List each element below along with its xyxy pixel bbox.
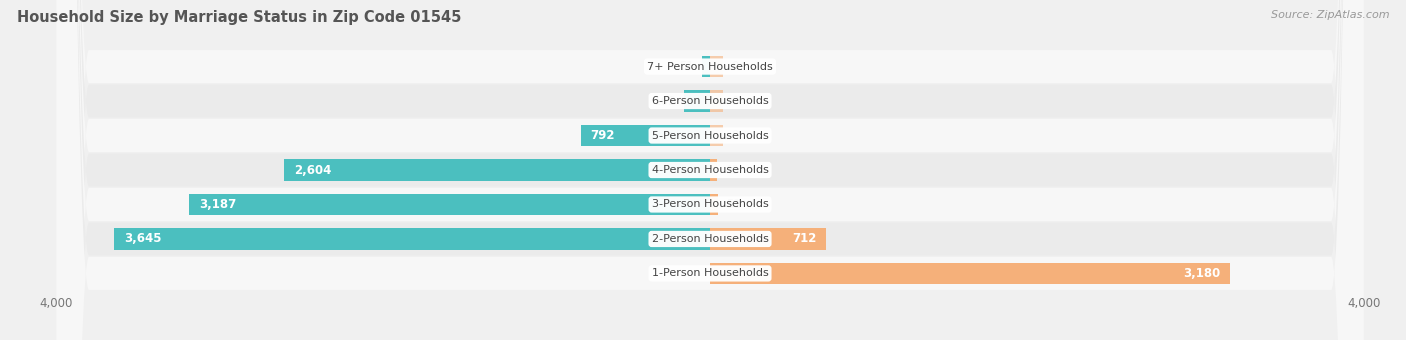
Text: 5-Person Households: 5-Person Households	[651, 131, 769, 140]
Bar	[581, 125, 710, 146]
Text: 51: 51	[679, 60, 693, 73]
Text: 0: 0	[731, 129, 738, 142]
FancyBboxPatch shape	[56, 0, 1364, 340]
Text: 7+ Person Households: 7+ Person Households	[647, 62, 773, 71]
Bar	[114, 228, 710, 250]
Bar	[710, 159, 717, 181]
FancyBboxPatch shape	[56, 0, 1364, 340]
FancyBboxPatch shape	[56, 0, 1364, 340]
Text: 2-Person Households: 2-Person Households	[651, 234, 769, 244]
Text: 3,180: 3,180	[1182, 267, 1220, 280]
Text: 51: 51	[727, 198, 741, 211]
Bar	[190, 194, 710, 215]
Text: 162: 162	[654, 95, 676, 107]
Bar	[683, 90, 710, 112]
Bar	[284, 159, 710, 181]
FancyBboxPatch shape	[56, 0, 1364, 340]
Text: 6-Person Households: 6-Person Households	[651, 96, 769, 106]
FancyBboxPatch shape	[56, 0, 1364, 340]
Bar	[710, 90, 723, 112]
Bar	[702, 56, 710, 77]
Legend: Family, Nonfamily: Family, Nonfamily	[633, 338, 787, 340]
Text: 1-Person Households: 1-Person Households	[651, 269, 769, 278]
Text: 3-Person Households: 3-Person Households	[651, 200, 769, 209]
Text: 3,645: 3,645	[124, 233, 162, 245]
FancyBboxPatch shape	[56, 0, 1364, 340]
Text: Household Size by Marriage Status in Zip Code 01545: Household Size by Marriage Status in Zip…	[17, 10, 461, 25]
Text: Source: ZipAtlas.com: Source: ZipAtlas.com	[1271, 10, 1389, 20]
Text: 712: 712	[792, 233, 817, 245]
Text: 0: 0	[731, 95, 738, 107]
Text: 40: 40	[724, 164, 740, 176]
Bar	[710, 125, 723, 146]
Bar	[710, 56, 723, 77]
FancyBboxPatch shape	[56, 0, 1364, 340]
Text: 792: 792	[591, 129, 614, 142]
Text: 2,604: 2,604	[294, 164, 332, 176]
Text: 4-Person Households: 4-Person Households	[651, 165, 769, 175]
Bar	[710, 263, 1230, 284]
Bar	[710, 228, 827, 250]
Text: 0: 0	[731, 60, 738, 73]
Bar	[710, 194, 718, 215]
Text: 3,187: 3,187	[198, 198, 236, 211]
